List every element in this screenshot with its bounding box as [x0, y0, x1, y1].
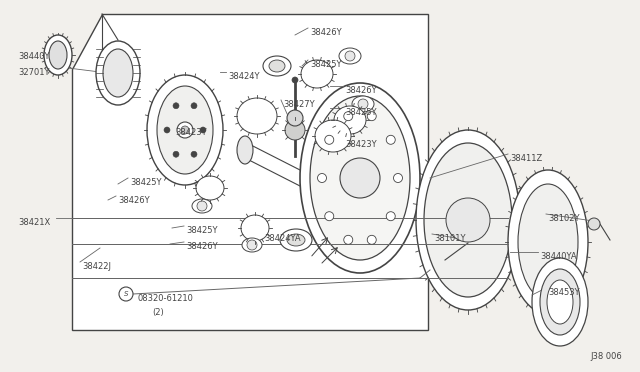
Circle shape [387, 212, 396, 221]
Circle shape [344, 235, 353, 244]
Circle shape [358, 99, 368, 109]
Ellipse shape [416, 130, 520, 310]
Circle shape [173, 103, 179, 109]
Text: 38440Y: 38440Y [18, 52, 49, 61]
Ellipse shape [310, 96, 410, 260]
Ellipse shape [269, 60, 285, 72]
Circle shape [200, 127, 206, 133]
Ellipse shape [339, 48, 361, 64]
Ellipse shape [301, 60, 333, 88]
Circle shape [177, 122, 193, 138]
Text: (2): (2) [152, 308, 164, 317]
Ellipse shape [147, 75, 223, 185]
Circle shape [367, 235, 376, 244]
Ellipse shape [157, 86, 213, 174]
Circle shape [387, 135, 396, 144]
Text: 38426Y: 38426Y [118, 196, 150, 205]
Text: 38421X: 38421X [18, 218, 51, 227]
Text: 38453Y: 38453Y [548, 288, 580, 297]
Ellipse shape [518, 184, 578, 300]
Text: 38101Y: 38101Y [434, 234, 465, 243]
Circle shape [340, 158, 380, 198]
Ellipse shape [532, 258, 588, 346]
Text: 38423Y: 38423Y [345, 140, 376, 149]
Ellipse shape [237, 98, 277, 134]
Circle shape [191, 103, 197, 109]
Ellipse shape [241, 215, 269, 241]
Ellipse shape [287, 234, 305, 246]
Circle shape [191, 151, 197, 157]
Text: 38440YA: 38440YA [540, 252, 577, 261]
Ellipse shape [242, 238, 262, 252]
Circle shape [164, 127, 170, 133]
Circle shape [446, 198, 490, 242]
Circle shape [367, 112, 376, 121]
Text: J38 006: J38 006 [590, 352, 621, 361]
Polygon shape [72, 14, 428, 330]
Circle shape [344, 112, 353, 121]
Circle shape [394, 173, 403, 183]
Ellipse shape [508, 170, 588, 314]
Text: 38422J: 38422J [82, 262, 111, 271]
Text: 38423Y: 38423Y [175, 128, 207, 137]
Text: 38425Y: 38425Y [345, 108, 376, 117]
Ellipse shape [285, 120, 305, 140]
Circle shape [345, 51, 355, 61]
Text: 38426Y: 38426Y [310, 28, 342, 37]
Text: 38425Y: 38425Y [130, 178, 161, 187]
Text: 38411Z: 38411Z [510, 154, 542, 163]
Circle shape [292, 77, 298, 83]
Text: 38424Y: 38424Y [228, 72, 259, 81]
Text: 08320-61210: 08320-61210 [138, 294, 194, 303]
Ellipse shape [237, 136, 253, 164]
Ellipse shape [44, 35, 72, 75]
Circle shape [324, 212, 333, 221]
Ellipse shape [352, 96, 374, 112]
Text: 38425Y: 38425Y [310, 60, 342, 69]
Circle shape [119, 287, 133, 301]
Ellipse shape [196, 176, 224, 200]
Circle shape [247, 240, 257, 250]
Text: 38426Y: 38426Y [186, 242, 218, 251]
Circle shape [197, 201, 207, 211]
Ellipse shape [103, 49, 133, 97]
Text: 32701Y: 32701Y [18, 68, 49, 77]
Text: 38425Y: 38425Y [186, 226, 218, 235]
Ellipse shape [49, 41, 67, 69]
Ellipse shape [192, 199, 212, 213]
Text: 38427Y: 38427Y [283, 100, 315, 109]
Ellipse shape [300, 83, 420, 273]
Circle shape [181, 126, 189, 134]
Ellipse shape [540, 269, 580, 335]
Circle shape [588, 218, 600, 230]
Circle shape [173, 151, 179, 157]
Circle shape [317, 173, 326, 183]
Ellipse shape [263, 56, 291, 76]
Ellipse shape [547, 280, 573, 324]
Ellipse shape [96, 41, 140, 105]
Circle shape [324, 135, 333, 144]
Text: S: S [124, 291, 128, 297]
Ellipse shape [424, 143, 512, 297]
Text: 38426Y: 38426Y [345, 86, 376, 95]
Ellipse shape [334, 106, 366, 134]
Text: 38424YA: 38424YA [264, 234, 301, 243]
Text: 38102Y: 38102Y [548, 214, 579, 223]
Ellipse shape [280, 229, 312, 251]
Ellipse shape [315, 120, 351, 152]
Ellipse shape [287, 110, 303, 126]
